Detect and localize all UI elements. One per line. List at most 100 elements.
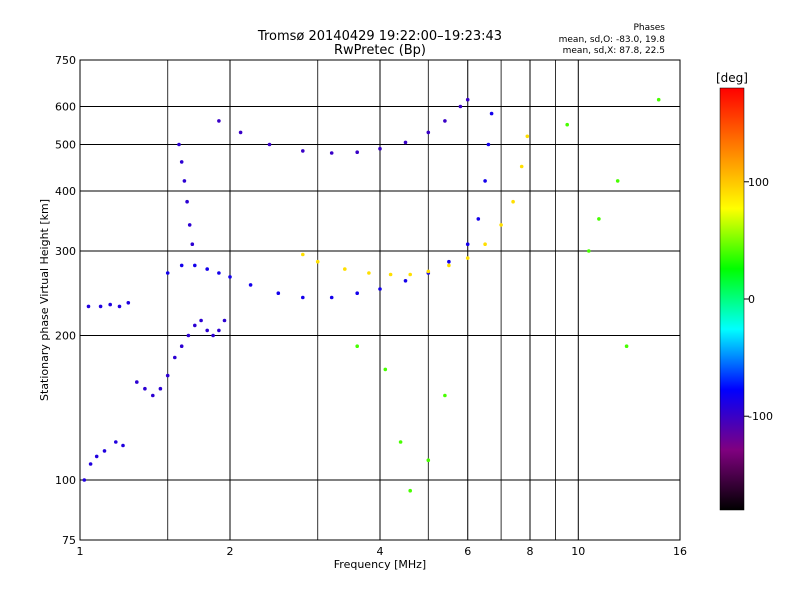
echo-point xyxy=(135,380,139,384)
echo-point xyxy=(114,440,118,444)
echo-point xyxy=(426,269,431,274)
echo-point xyxy=(205,267,209,271)
colorbar-tick-label: 100 xyxy=(748,176,769,189)
echo-point xyxy=(186,333,191,338)
echo-point xyxy=(408,488,413,493)
echo-point xyxy=(447,259,451,264)
echo-point xyxy=(565,122,569,127)
echo-point xyxy=(126,301,131,305)
y-tick-label: 100 xyxy=(55,474,76,487)
echo-point xyxy=(301,295,305,300)
echo-point xyxy=(624,344,629,349)
echo-point xyxy=(486,142,491,147)
echo-point xyxy=(476,217,481,221)
echo-point xyxy=(238,130,243,135)
echo-point xyxy=(329,295,334,300)
echo-point xyxy=(465,242,470,246)
echo-point xyxy=(82,478,87,482)
y-tick-label: 750 xyxy=(55,54,76,67)
echo-point xyxy=(193,323,197,328)
x-axis-label: Frequency [MHz] xyxy=(334,558,426,571)
echo-point xyxy=(158,386,163,391)
echo-point xyxy=(378,287,382,291)
echo-point xyxy=(489,111,494,116)
echo-point xyxy=(403,279,408,283)
echo-point xyxy=(447,263,451,268)
echo-point xyxy=(426,130,431,135)
echo-point xyxy=(179,160,184,164)
echo-point xyxy=(378,146,382,151)
echo-point xyxy=(177,142,181,147)
echo-point xyxy=(179,344,184,349)
echo-point xyxy=(355,291,360,296)
echo-point xyxy=(165,373,170,378)
x-tick-label: 10 xyxy=(571,545,585,558)
phases-x-mode: mean, sd,X: 87.8, 22.5 xyxy=(563,46,665,56)
colorbar-tick-label: -100 xyxy=(748,410,773,423)
echo-point xyxy=(165,271,170,275)
y-tick-label: 400 xyxy=(55,185,76,198)
echo-point xyxy=(94,454,99,459)
echo-point xyxy=(108,302,112,307)
y-tick-label: 500 xyxy=(55,139,76,152)
echo-point xyxy=(173,355,177,360)
x-tick-label: 2 xyxy=(227,545,234,558)
echo-point xyxy=(179,263,184,268)
x-tick-label: 16 xyxy=(673,545,687,558)
echo-point xyxy=(388,272,393,277)
echo-point xyxy=(343,267,347,271)
x-tick-label: 4 xyxy=(377,545,384,558)
echo-point xyxy=(519,164,524,169)
echo-point xyxy=(656,97,661,102)
echo-point xyxy=(199,318,203,323)
echo-point xyxy=(408,272,413,277)
echo-point xyxy=(465,97,470,102)
echo-point xyxy=(301,252,305,257)
colorbar-tick-label: 0 xyxy=(748,293,755,306)
echo-point xyxy=(185,199,189,204)
y-axis-ticks: 75 100 200 300 400 500 600 750 xyxy=(55,54,76,547)
echo-point xyxy=(88,462,93,466)
y-tick-label: 75 xyxy=(62,534,76,547)
echo-point xyxy=(301,149,305,153)
echo-point xyxy=(458,104,463,109)
echo-point xyxy=(193,263,197,268)
chart-subtitle: RwPretec (Bp) xyxy=(334,43,426,58)
echo-point xyxy=(217,328,221,333)
echo-point xyxy=(511,199,515,204)
echo-point xyxy=(483,179,487,183)
echo-point xyxy=(117,304,122,309)
echo-point xyxy=(525,134,530,139)
x-axis-ticks: 1 2 4 6 8 10 16 xyxy=(77,545,688,558)
echo-point xyxy=(267,142,272,147)
echo-point xyxy=(222,318,227,323)
echo-point xyxy=(98,304,103,309)
echo-point xyxy=(182,179,187,183)
echo-point xyxy=(102,449,107,453)
echo-point xyxy=(211,333,215,338)
echo-point xyxy=(187,223,192,227)
echo-point xyxy=(443,119,447,123)
echo-point xyxy=(205,328,209,333)
echo-point xyxy=(228,275,232,279)
echo-point xyxy=(367,271,371,275)
echo-point xyxy=(217,271,221,275)
echo-point xyxy=(615,179,620,183)
x-tick-label: 8 xyxy=(527,545,534,558)
echo-point xyxy=(403,140,408,145)
echo-point xyxy=(329,151,334,155)
plot-frame xyxy=(79,59,681,541)
data-points xyxy=(82,97,661,493)
colorbar xyxy=(719,87,745,511)
echo-point xyxy=(398,440,403,444)
echo-point xyxy=(86,304,91,309)
echo-point xyxy=(597,217,601,221)
echo-point xyxy=(465,256,470,260)
echo-point xyxy=(355,344,360,349)
grid-lines xyxy=(79,59,681,541)
echo-point xyxy=(587,249,591,253)
y-tick-label: 300 xyxy=(55,245,76,258)
echo-point xyxy=(383,367,388,372)
echo-point xyxy=(151,393,155,398)
y-axis-label: Stationary phase Virtual Height [km] xyxy=(38,199,51,401)
